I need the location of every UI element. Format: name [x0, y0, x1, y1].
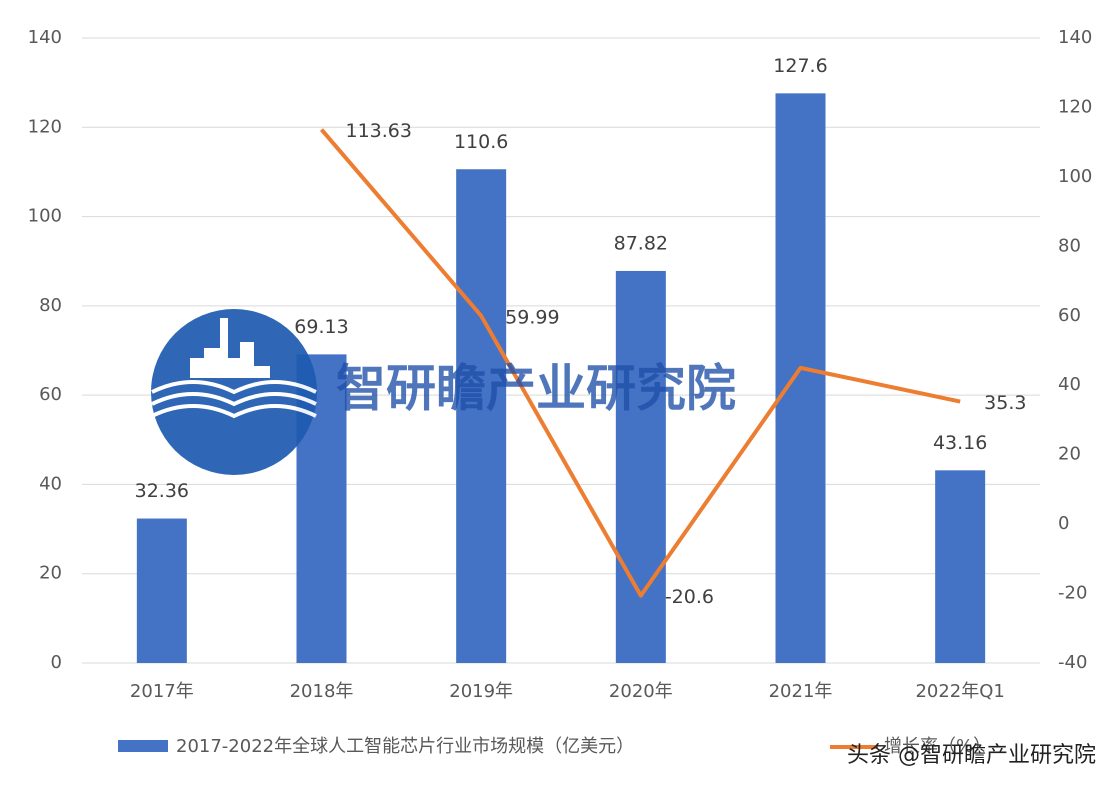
- y2-tick-label: -20: [1058, 583, 1087, 604]
- y2-tick-label: 120: [1058, 96, 1092, 117]
- watermark-logo-city: [190, 318, 270, 378]
- line: [319, 128, 961, 598]
- x-tick-label: 2022年Q1: [915, 681, 1004, 702]
- bar-value-label: 69.13: [294, 316, 348, 338]
- x-tick-label: 2021年: [769, 681, 833, 702]
- source-text: 头条 @智研瞻产业研究院: [847, 743, 1096, 768]
- x-tick-label: 2017年: [130, 681, 194, 702]
- watermark-logo-wave: [151, 392, 317, 407]
- y2-tick-label: 60: [1058, 305, 1081, 326]
- line-value-label: 113.63: [346, 120, 412, 142]
- y2-tick-label: 80: [1058, 235, 1081, 256]
- bar: [935, 470, 986, 663]
- y-tick-label: 60: [39, 384, 62, 405]
- y-tick-label: 100: [28, 206, 62, 227]
- y-tick-label: 20: [39, 563, 62, 584]
- line-value-label: 59.99: [505, 306, 559, 328]
- line-value-label: 35.3: [984, 392, 1026, 414]
- y2-tick-label: -40: [1058, 652, 1087, 673]
- x-tick-label: 2019年: [449, 681, 513, 702]
- y-tick-label: 0: [51, 652, 62, 673]
- y-tick-label: 120: [28, 116, 62, 137]
- bar-value-label: 43.16: [933, 432, 987, 454]
- y2-tick-label: 100: [1058, 166, 1092, 187]
- y2-tick-label: 0: [1058, 513, 1069, 534]
- watermark: 智研瞻产业研究院: [151, 309, 736, 475]
- line-value-label: -20.6: [665, 586, 714, 608]
- legend-swatch: [118, 740, 168, 752]
- watermark-logo-wave: [151, 380, 317, 395]
- x-tick-label: 2020年: [609, 681, 673, 702]
- y-tick-label: 80: [39, 295, 62, 316]
- bar: [775, 93, 826, 664]
- legend-label: 增长率（%）: [884, 736, 991, 757]
- bar-value-label: 32.36: [135, 480, 189, 502]
- y-tick-label: 40: [39, 473, 62, 494]
- y2-tick-label: 40: [1058, 374, 1081, 395]
- bar: [615, 270, 666, 663]
- bar-value-label: 110.6: [454, 131, 508, 153]
- x-tick-label: 2018年: [290, 681, 354, 702]
- legend-label: 2017-2022年全球人工智能芯片行业市场规模（亿美元）: [176, 736, 634, 757]
- bar-value-label: 127.6: [773, 55, 827, 77]
- watermark-text: 智研瞻产业研究院: [336, 360, 736, 418]
- watermark-logo-wave: [151, 404, 317, 419]
- y-tick-label: 140: [28, 27, 62, 48]
- y2-tick-label: 20: [1058, 444, 1081, 465]
- bar: [136, 518, 187, 663]
- bar-value-label: 87.82: [614, 232, 668, 254]
- bar: [456, 169, 507, 663]
- y2-tick-label: 140: [1058, 27, 1092, 48]
